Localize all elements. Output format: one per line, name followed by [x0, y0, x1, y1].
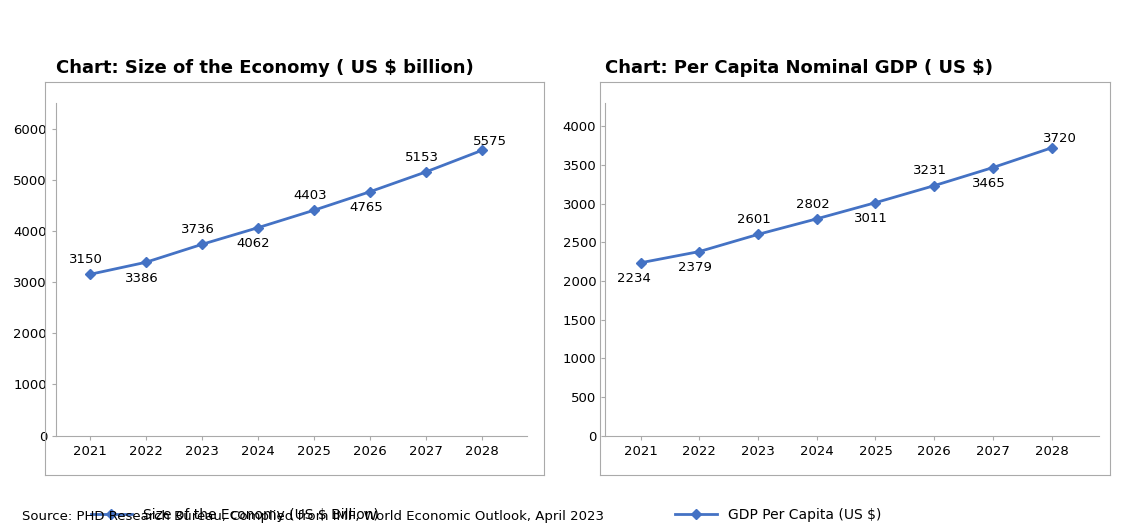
Size of the Economy (US $ Billion): [139, 259, 152, 266]
Size of the Economy (US $ Billion): [419, 169, 433, 175]
Text: 3736: 3736: [180, 223, 214, 236]
Text: 3465: 3465: [972, 177, 1006, 190]
Text: Source: PHD Research Bureau, Complied from IMF, World Economic Outlook, April 20: Source: PHD Research Bureau, Complied fr…: [22, 510, 604, 523]
Text: 4765: 4765: [349, 201, 382, 214]
Size of the Economy (US $ Billion): [83, 271, 96, 278]
GDP Per Capita (US $): [927, 183, 941, 189]
Size of the Economy (US $ Billion): [195, 241, 209, 248]
Line: GDP Per Capita (US $): GDP Per Capita (US $): [637, 144, 1056, 267]
GDP Per Capita (US $): [986, 164, 1000, 171]
Text: 5153: 5153: [405, 150, 438, 164]
Text: 3011: 3011: [854, 212, 888, 225]
Text: 2802: 2802: [796, 197, 830, 211]
Size of the Economy (US $ Billion): [307, 207, 321, 213]
Text: 2601: 2601: [736, 213, 771, 226]
Legend: Size of the Economy (US $ Billion): Size of the Economy (US $ Billion): [91, 508, 379, 522]
Legend: GDP Per Capita (US $): GDP Per Capita (US $): [675, 508, 881, 522]
Text: 4403: 4403: [293, 189, 326, 202]
Text: 3720: 3720: [1043, 132, 1077, 145]
Text: 3231: 3231: [912, 164, 947, 177]
Text: 3150: 3150: [68, 253, 102, 266]
Size of the Economy (US $ Billion): [363, 188, 377, 195]
Text: 2234: 2234: [617, 272, 650, 285]
Text: 4062: 4062: [237, 237, 270, 250]
GDP Per Capita (US $): [810, 215, 824, 222]
GDP Per Capita (US $): [869, 200, 882, 206]
Text: 2379: 2379: [678, 261, 712, 274]
GDP Per Capita (US $): [1045, 145, 1058, 151]
Text: 3386: 3386: [124, 271, 158, 285]
Text: Chart: Per Capita Nominal GDP ( US $): Chart: Per Capita Nominal GDP ( US $): [605, 59, 993, 77]
Text: Chart: Size of the Economy ( US $ billion): Chart: Size of the Economy ( US $ billio…: [56, 59, 474, 77]
Size of the Economy (US $ Billion): [475, 147, 489, 154]
Size of the Economy (US $ Billion): [251, 224, 265, 231]
GDP Per Capita (US $): [751, 231, 765, 238]
GDP Per Capita (US $): [633, 260, 647, 266]
Text: 5575: 5575: [473, 135, 508, 147]
GDP Per Capita (US $): [693, 248, 706, 254]
Line: Size of the Economy (US $ Billion): Size of the Economy (US $ Billion): [86, 146, 485, 278]
